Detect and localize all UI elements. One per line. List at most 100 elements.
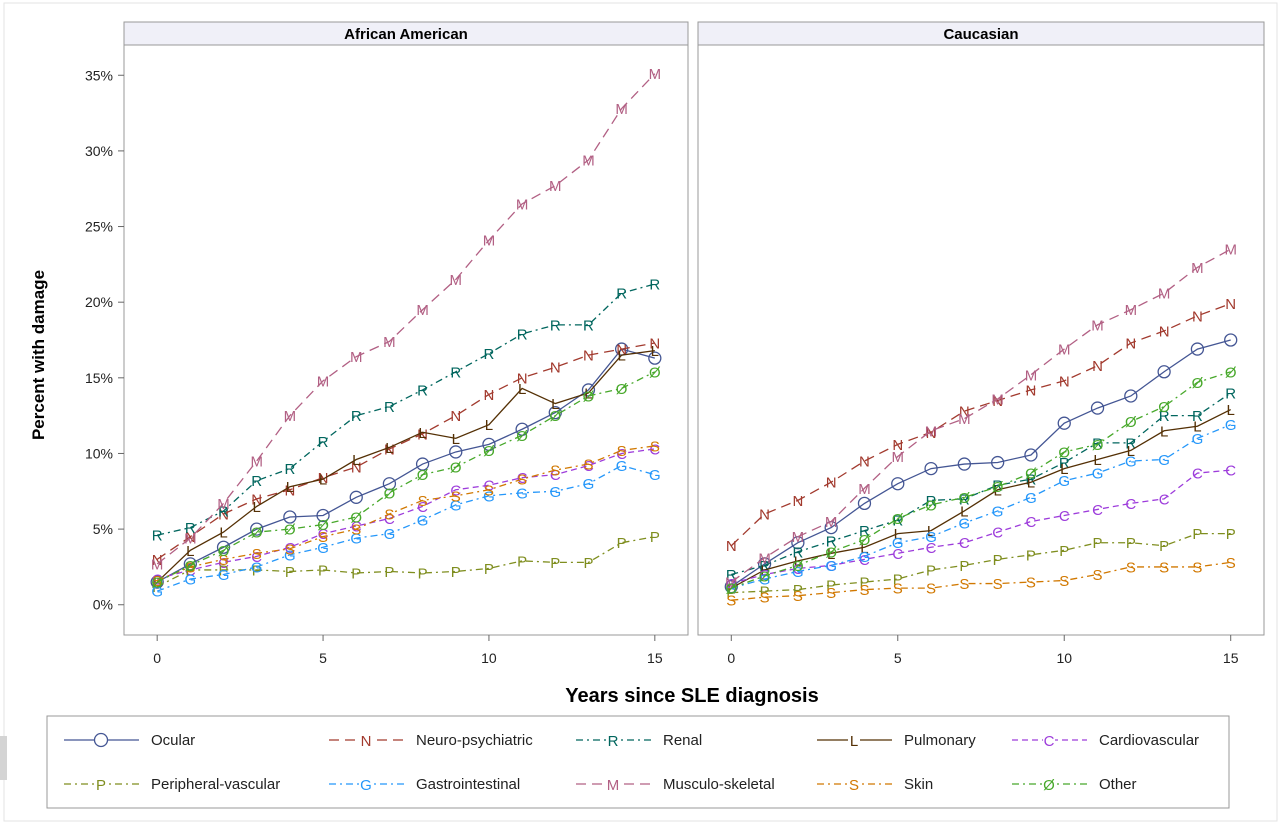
data-point: C (1092, 502, 1103, 519)
data-point: M (383, 334, 396, 351)
data-point: P (252, 562, 262, 579)
data-point: L (651, 343, 659, 360)
data-point: N (759, 506, 770, 523)
legend-label: Renal (663, 732, 702, 749)
series-gastrointestinal: G G G G G G G G G G G G G G G G (151, 458, 660, 601)
data-point: M (184, 531, 197, 548)
series-peripheral-vascular: P P P P P P P P P P P P P P P P (726, 526, 1235, 602)
data-point: M (792, 529, 805, 546)
data-point: G (1158, 452, 1170, 469)
data-point: S (550, 463, 560, 480)
data-point: N (649, 336, 660, 353)
data-point: C (892, 546, 903, 563)
data-point: M (217, 496, 230, 513)
data-point: Ø (350, 510, 362, 527)
data-point: M (1058, 342, 1071, 359)
data-point: Ø (185, 558, 197, 575)
data-point: R (251, 473, 262, 490)
data-point: P (418, 565, 428, 582)
data-point (1124, 389, 1138, 403)
data-point: S (959, 576, 969, 593)
data-point: Ø (649, 364, 661, 381)
legend-label: Peripheral-vascular (151, 776, 280, 793)
data-point: M (925, 423, 938, 440)
series-peripheral-vascular: P P P P P P P P P P P P P P P P (152, 529, 660, 596)
data-point: R (826, 534, 837, 551)
data-point: R (318, 434, 329, 451)
legend-marker: S (849, 777, 859, 794)
series-line-cardiovascular (157, 448, 655, 580)
data-point: G (218, 567, 230, 584)
data-point: Ø (616, 381, 628, 398)
data-point: R (550, 317, 561, 334)
data-point: Ø (450, 460, 462, 477)
data-point: N (1159, 323, 1170, 340)
data-point: R (517, 326, 528, 343)
data-point: Ø (583, 388, 595, 405)
data-point: S (1093, 567, 1103, 584)
data-point (1190, 342, 1205, 356)
data-point: G (725, 581, 737, 598)
x-axis-african-american: 0 5 10 15 (153, 635, 663, 666)
data-point: S (185, 559, 195, 576)
data-point: M (151, 556, 164, 573)
data-point: L (153, 575, 161, 592)
series-line-neuro-psychiatric (156, 342, 655, 560)
legend-label: Skin (904, 776, 933, 793)
data-point: N (1026, 382, 1037, 399)
data-point: Ø (549, 408, 561, 425)
legend-item-peripheral-vascular: P Peripheral-vascular (64, 776, 280, 794)
data-point: S (351, 522, 361, 539)
legend-marker: M (607, 777, 620, 794)
data-point: M (858, 481, 871, 498)
data-point: C (1225, 463, 1236, 480)
data-point: G (317, 540, 329, 557)
data-point: G (384, 526, 396, 543)
data-point: R (185, 520, 196, 537)
y-axis-label: Percent with damage (29, 270, 48, 440)
data-point: N (450, 408, 461, 425)
series-line-cardiovascular (731, 469, 1231, 585)
legend-label: Pulmonary (904, 732, 976, 749)
data-point: P (583, 555, 593, 572)
data-point: R (450, 364, 461, 381)
data-point: M (350, 349, 363, 366)
legend-item-neuro-psychiatric: N Neuro-psychiatric (329, 732, 533, 750)
series-line-other (156, 371, 656, 583)
data-point: N (1125, 336, 1136, 353)
data-point: Ø (218, 543, 230, 560)
data-point: M (1025, 367, 1038, 384)
data-point: S (617, 443, 627, 460)
data-point: N (1092, 358, 1103, 375)
data-point: P (1126, 535, 1136, 552)
legend-item-other: Ø Other (1012, 776, 1137, 794)
data-point: G (616, 458, 628, 475)
data-point: Ø (516, 428, 528, 445)
data-point: N (284, 482, 295, 499)
series-line-peripheral-vascular (156, 536, 655, 588)
data-point: P (1059, 543, 1069, 560)
plot-area-caucasian (697, 44, 1265, 636)
x-tick-label: 0 (153, 650, 161, 666)
data-point: L (760, 562, 768, 579)
data-point: N (1225, 296, 1236, 313)
data-point: R (759, 558, 770, 575)
data-point: M (516, 196, 529, 213)
data-point: Ø (859, 532, 871, 549)
y-tick-label: 0% (93, 597, 113, 613)
data-point: S (859, 582, 869, 599)
data-point: Ø (959, 490, 971, 507)
data-point: G (1058, 473, 1070, 490)
legend-label: Ocular (151, 732, 195, 749)
data-point (891, 477, 905, 491)
data-point: Ø (483, 443, 495, 460)
data-point: S (517, 472, 527, 489)
data-point: N (1059, 373, 1070, 390)
data-point: N (351, 460, 362, 477)
series-neuro-psychiatric: N N N N N N N N N N N N N N N N (726, 296, 1236, 555)
data-point: P (859, 575, 869, 592)
data-point: Ø (1125, 414, 1137, 431)
legend-marker: N (361, 733, 372, 750)
y-axis: 0% 5% 10% 15% 20% 25% 30% 35% (85, 67, 124, 613)
data-point: Ø (384, 485, 396, 502)
